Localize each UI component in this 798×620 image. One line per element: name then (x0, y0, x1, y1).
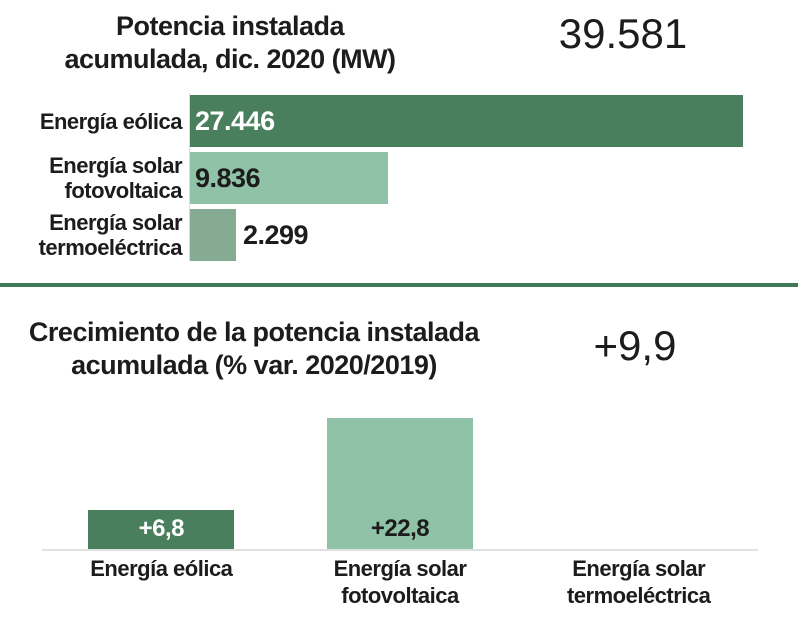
bottom-chart-title-line2: acumulada (% var. 2020/2019) (18, 349, 490, 382)
bottom-bar-chart: +6,8 +22,8 (42, 410, 758, 551)
bottom-chart-total-value: +9,9 (560, 322, 710, 370)
section-divider-line (0, 283, 798, 287)
bar-row-energia-solar-fotovoltaica: Energía solar fotovoltaica 9.836 (0, 152, 798, 204)
bar-value-label: 2.299 (243, 220, 308, 251)
category-label-energia-solar-fotovoltaica: Energía solar fotovoltaica (0, 152, 190, 204)
bar-track: 2.299 (190, 209, 798, 261)
x-label-line: termoeléctrica (519, 582, 758, 609)
column-energia-solar-fotovoltaica: +22,8 (281, 410, 520, 549)
category-label-line: Energía eólica (40, 109, 182, 134)
column-energia-solar-termoelectrica (519, 410, 758, 549)
top-chart-title: Potencia instalada acumulada, dic. 2020 … (30, 10, 430, 76)
category-label-line: Energía solar (49, 210, 182, 235)
category-label-energia-eolica: Energía eólica (0, 95, 190, 147)
category-label-line: Energía solar (49, 153, 182, 178)
column-energia-eolica: +6,8 (42, 410, 281, 549)
top-chart-title-line1: Potencia instalada (30, 10, 430, 43)
x-label-line: Energía solar (281, 555, 520, 582)
x-label-line: fotovoltaica (281, 582, 520, 609)
top-bar-chart: Energía eólica 27.446 Energía solar foto… (0, 95, 798, 266)
bottom-chart-x-axis-labels: Energía eólica Energía solar fotovoltaic… (42, 555, 758, 609)
x-label-energia-eolica: Energía eólica (42, 555, 281, 609)
top-chart-title-line2: acumulada, dic. 2020 (MW) (30, 43, 430, 76)
category-label-line: termoeléctrica (39, 235, 182, 260)
category-label-line: fotovoltaica (65, 178, 182, 203)
bar-energia-eolica: 27.446 (190, 95, 743, 147)
top-chart-total-value: 39.581 (538, 10, 708, 58)
bar-row-energia-eolica: Energía eólica 27.446 (0, 95, 798, 147)
x-label-line: Energía solar (519, 555, 758, 582)
bar-value-label: +22,8 (327, 515, 473, 543)
x-label-energia-solar-termoelectrica: Energía solar termoeléctrica (519, 555, 758, 609)
bar-track: 9.836 (190, 152, 798, 204)
x-label-energia-solar-fotovoltaica: Energía solar fotovoltaica (281, 555, 520, 609)
x-label-line: Energía eólica (42, 555, 281, 582)
bar-growth-energia-solar-fotovoltaica: +22,8 (327, 418, 473, 549)
bar-energia-solar-fotovoltaica: 9.836 (190, 152, 388, 204)
infographic-canvas: Potencia instalada acumulada, dic. 2020 … (0, 0, 798, 620)
bottom-chart-title: Crecimiento de la potencia instalada acu… (18, 316, 490, 382)
bar-growth-energia-eolica: +6,8 (88, 510, 234, 549)
bar-value-label: +6,8 (88, 515, 234, 543)
bar-energia-solar-termoelectrica (190, 209, 236, 261)
bar-track: 27.446 (190, 95, 798, 147)
bar-row-energia-solar-termoelectrica: Energía solar termoeléctrica 2.299 (0, 209, 798, 261)
bottom-chart-title-line1: Crecimiento de la potencia instalada (18, 316, 490, 349)
category-label-energia-solar-termoelectrica: Energía solar termoeléctrica (0, 209, 190, 261)
bar-value-label: 27.446 (195, 106, 275, 137)
bar-value-label: 9.836 (195, 163, 260, 194)
